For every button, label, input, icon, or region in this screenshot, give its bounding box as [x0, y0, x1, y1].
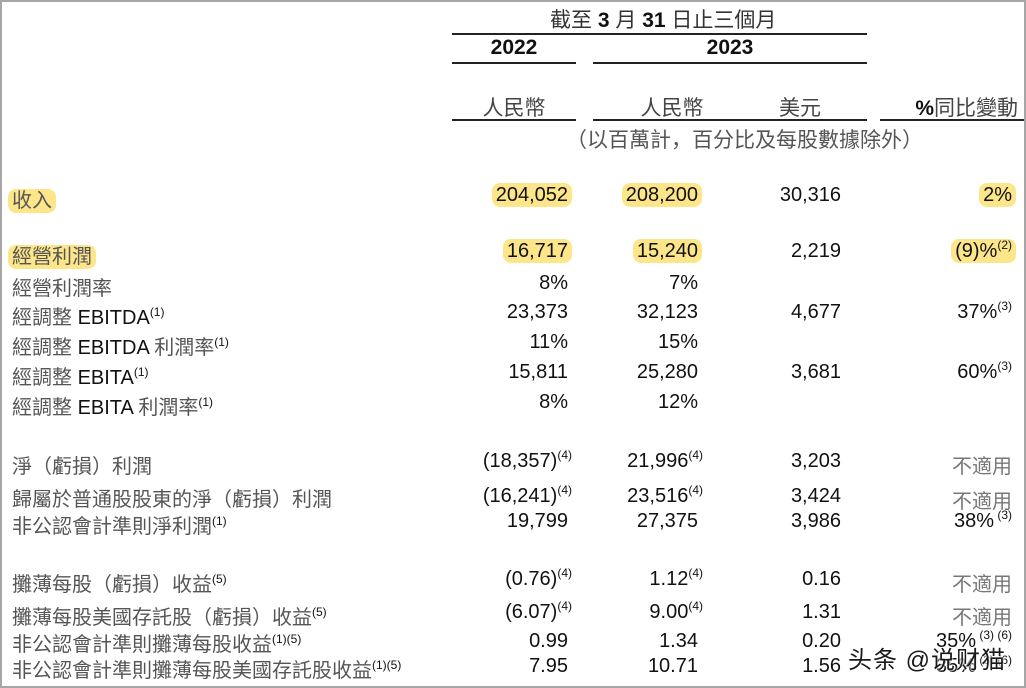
adj-ebitda-2023: 32,123 [636, 301, 698, 323]
revenue-usd: 30,316 [779, 184, 841, 206]
row-label-revenue: 收入 [8, 184, 56, 213]
adj-ebita-yoy: 60%(3) [957, 359, 1012, 383]
non-gaap-net-profit-2022: 19,799 [506, 510, 568, 532]
row-label-operating-profit: 經營利潤 [8, 240, 96, 269]
diluted-eps-yoy: 不適用 [952, 574, 1012, 596]
row-label-adj-ebitda-margin: 經調整 EBITDA 利潤率(1) [12, 335, 229, 359]
net-profit-yoy: 不適用 [952, 456, 1012, 478]
row-label-non-gaap-eps: 非公認會計準則攤薄每股收益(1)(5) [12, 632, 302, 656]
year-2022-rule [452, 62, 576, 64]
non-gaap-eps-2022: 0.99 [529, 630, 568, 652]
diluted-eps-ads-yoy: 不適用 [952, 607, 1012, 629]
adj-ebita-2022: 15,811 [508, 361, 568, 383]
non-gaap-eps-usd: 0.20 [802, 630, 841, 652]
year-2023: 2023 [706, 36, 754, 59]
col-rule-2 [593, 119, 751, 121]
adj-ebitda-margin-2022: 11% [529, 331, 568, 353]
col-header-yoy: %同比變動 [915, 97, 1018, 120]
row-label-non-gaap-net-profit: 非公認會計準則淨利潤(1) [12, 514, 227, 538]
watermark: 头条 @说财猫 [848, 647, 1007, 674]
adj-ebita-margin-2022: 8% [539, 391, 568, 413]
units-note: （以百萬計，百分比及每股數據除外） [566, 129, 923, 152]
operating-profit-yoy: (9)%(2) [951, 239, 1016, 263]
row-label-adj-ebita-margin: 經調整 EBITA 利潤率(1) [12, 395, 214, 419]
col-rule-4 [880, 119, 1024, 121]
row-label-operating-margin: 經營利潤率 [12, 278, 112, 300]
period-heading: 截至 3 月 31 日止三個月 [550, 9, 777, 32]
col-header-rmb-2022: 人民幣 [482, 97, 546, 120]
non-gaap-net-profit-2023: 27,375 [636, 510, 698, 532]
period-rule [452, 33, 867, 35]
row-label-diluted-eps-ads: 攤薄每股美國存託股（虧損）收益(5) [12, 605, 327, 629]
diluted-eps-ads-usd: 1.31 [802, 601, 841, 623]
non-gaap-net-profit-usd: 3,986 [790, 510, 841, 532]
diluted-eps-ads-2022: (6.07)(4) [505, 599, 572, 623]
non-gaap-eps-ads-2023: 10.71 [647, 655, 698, 677]
year-2022: 2022 [490, 36, 538, 59]
net-profit-2022: (18,357)(4) [482, 448, 572, 472]
row-label-net-profit: 淨（虧損）利潤 [12, 456, 152, 478]
col-rule-3 [733, 119, 867, 121]
diluted-eps-ads-2023: 9.00(4) [649, 599, 703, 623]
net-profit-usd: 3,203 [790, 450, 841, 472]
diluted-eps-2022: (0.76)(4) [505, 566, 572, 590]
row-label-adj-ebita: 經調整 EBITA(1) [12, 365, 149, 389]
non-gaap-eps-2023: 1.34 [659, 630, 698, 652]
col-header-usd: 美元 [779, 97, 821, 120]
col-header-rmb-2023: 人民幣 [640, 97, 704, 120]
adj-ebitda-2022: 23,373 [506, 301, 568, 323]
net-profit-shareholders-2022: (16,241)(4) [482, 483, 572, 507]
row-label-net-profit-shareholders: 歸屬於普通股股東的淨（虧損）利潤 [12, 489, 332, 511]
row-label-diluted-eps: 攤薄每股（虧損）收益(5) [12, 572, 227, 596]
operating-profit-usd: 2,219 [790, 240, 841, 262]
non-gaap-eps-ads-yoy: 35% (3) (6) [935, 653, 1012, 677]
revenue-2022: 204,052 [491, 183, 572, 207]
net-profit-shareholders-yoy: 不適用 [952, 491, 1012, 513]
adj-ebitda-margin-2023: 15% [657, 331, 698, 353]
adj-ebita-2023: 25,280 [636, 361, 698, 383]
row-label-adj-ebitda: 經調整 EBITDA(1) [12, 305, 165, 329]
revenue-2023: 208,200 [621, 183, 702, 207]
operating-margin-2022: 8% [539, 272, 568, 294]
row-label-non-gaap-eps-ads: 非公認會計準則攤薄每股美國存託股收益(1)(5) [12, 658, 402, 682]
diluted-eps-usd: 0.16 [802, 568, 841, 590]
adj-ebitda-yoy: 37%(3) [957, 299, 1012, 323]
non-gaap-eps-ads-2022: 7.95 [529, 655, 568, 677]
adj-ebita-usd: 3,681 [790, 361, 841, 383]
revenue-yoy: 2% [979, 183, 1016, 207]
diluted-eps-2023: 1.12(4) [649, 566, 703, 590]
adj-ebitda-usd: 4,677 [790, 301, 841, 323]
adj-ebita-margin-2023: 12% [657, 391, 698, 413]
non-gaap-net-profit-yoy: 38% (3) [953, 508, 1012, 532]
net-profit-shareholders-usd: 3,424 [790, 485, 841, 507]
non-gaap-eps-yoy: 35% (3) (6) [935, 628, 1012, 652]
operating-profit-2022: 16,717 [502, 239, 572, 263]
operating-margin-2023: 7% [669, 272, 698, 294]
operating-profit-2023: 15,240 [632, 239, 702, 263]
year-2023-rule [593, 62, 867, 64]
non-gaap-eps-ads-usd: 1.56 [802, 655, 841, 677]
col-rule-1 [452, 119, 576, 121]
net-profit-2023: 21,996(4) [627, 448, 703, 472]
net-profit-shareholders-2023: 23,516(4) [627, 483, 703, 507]
